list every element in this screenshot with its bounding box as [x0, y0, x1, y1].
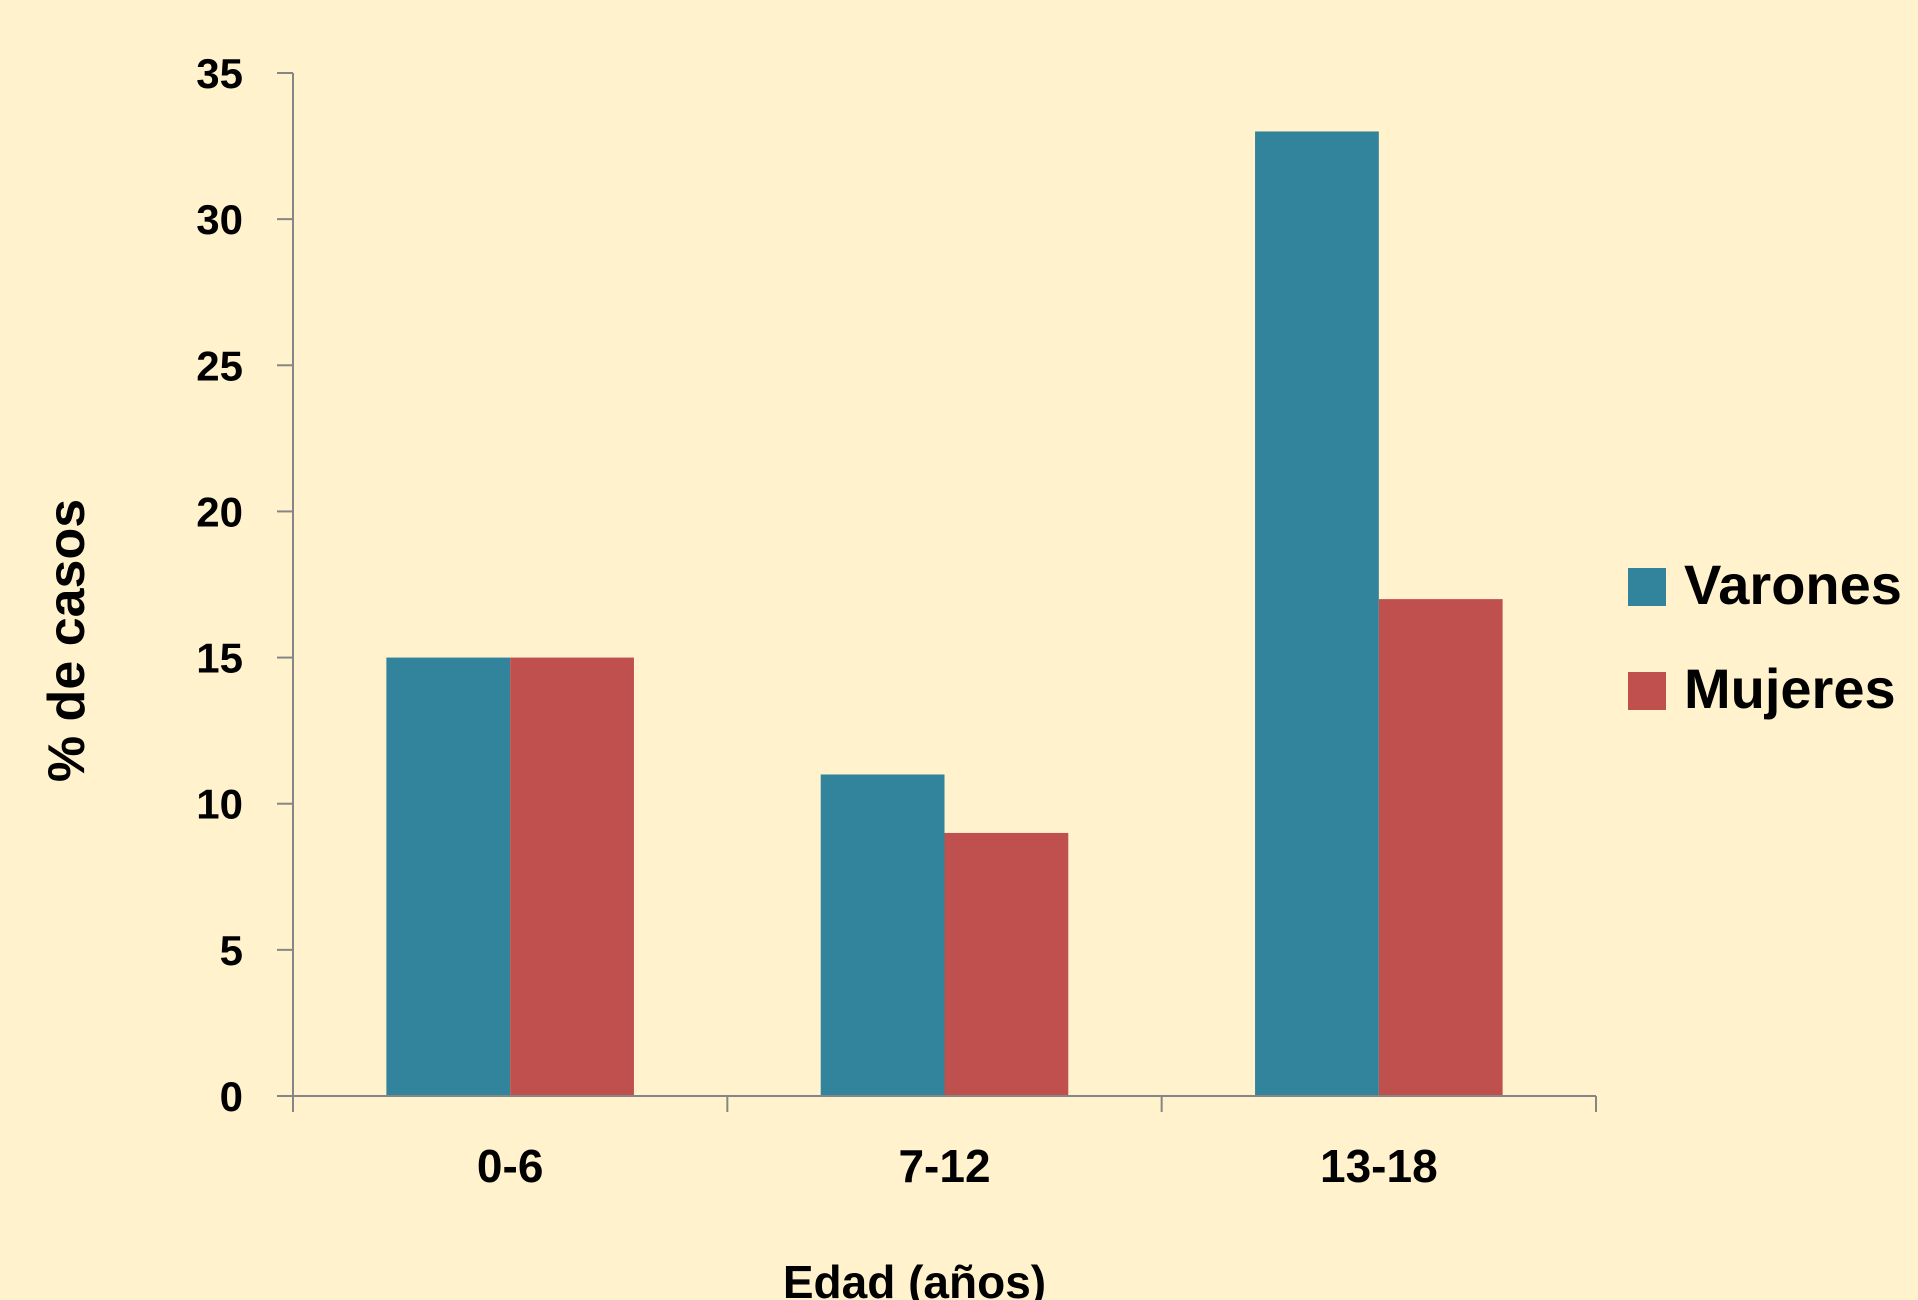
legend-swatch-varones — [1628, 568, 1666, 606]
y-tick-label: 10 — [196, 781, 243, 828]
y-tick-label: 35 — [196, 50, 243, 97]
bar-mujeres-7-12 — [944, 832, 1069, 1096]
x-tick-label: 7-12 — [898, 1140, 990, 1192]
bar-varones-0-6 — [386, 657, 511, 1096]
bar-varones-13-18 — [1255, 131, 1379, 1096]
x-tick-label: 13-18 — [1320, 1140, 1438, 1192]
y-tick-label: 20 — [196, 488, 243, 535]
y-axis-title: % de casos — [38, 499, 96, 782]
legend-label-varones: Varones — [1684, 553, 1902, 616]
x-ticks: 0-6 7-12 13-18 — [292, 1096, 1597, 1192]
x-tick-label: 0-6 — [477, 1140, 543, 1192]
y-ticks: 0 5 10 15 20 25 30 35 — [196, 50, 293, 1120]
legend: Varones Mujeres — [1628, 553, 1902, 720]
bar-mujeres-13-18 — [1378, 599, 1503, 1096]
bars-layer — [386, 131, 1503, 1096]
y-tick-label: 5 — [220, 927, 243, 974]
bar-varones-7-12 — [820, 774, 945, 1096]
x-axis-title: Edad (años) — [783, 1256, 1046, 1300]
y-tick-label: 15 — [196, 635, 243, 682]
y-tick-label: 25 — [196, 342, 243, 389]
y-tick-label: 0 — [220, 1073, 243, 1120]
axes-layer — [292, 73, 1596, 1097]
bar-mujeres-0-6 — [510, 657, 634, 1096]
legend-label-mujeres: Mujeres — [1684, 657, 1896, 720]
y-tick-label: 30 — [196, 196, 243, 243]
legend-swatch-mujeres — [1628, 672, 1666, 710]
